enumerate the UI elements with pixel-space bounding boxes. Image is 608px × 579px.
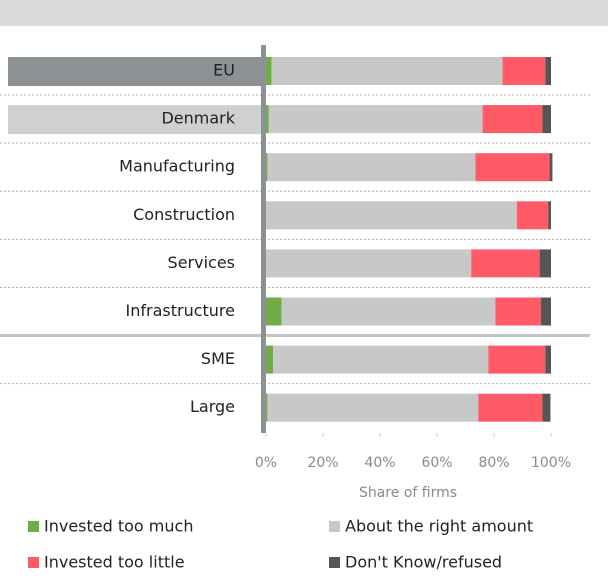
x-tick-label: 60% bbox=[421, 455, 452, 471]
category-label: Manufacturing bbox=[119, 157, 235, 176]
legend-swatch bbox=[28, 557, 39, 568]
bar-segment bbox=[475, 153, 550, 182]
bar-segment bbox=[539, 249, 551, 278]
legend-swatch bbox=[329, 557, 340, 568]
x-axis-label: Share of firms bbox=[359, 485, 457, 501]
bar-segment bbox=[541, 297, 551, 326]
header-banner bbox=[0, 0, 608, 26]
bar-segment bbox=[471, 249, 540, 278]
category-label: Large bbox=[190, 397, 235, 416]
legend-swatch bbox=[28, 521, 39, 532]
legend-label: About the right amount bbox=[345, 517, 533, 536]
legend-swatch bbox=[329, 521, 340, 532]
bar-segment bbox=[548, 201, 551, 230]
bar-segment bbox=[273, 345, 489, 374]
legend-label: Invested too much bbox=[44, 517, 193, 536]
bar-segment bbox=[266, 393, 268, 422]
bar-segment bbox=[549, 153, 553, 182]
x-tick-label: 40% bbox=[364, 455, 395, 471]
bar-segment bbox=[516, 201, 549, 230]
bar-segment bbox=[502, 57, 546, 85]
bar-segment bbox=[495, 297, 542, 326]
bar-segment bbox=[478, 393, 543, 422]
bar-segment bbox=[542, 393, 551, 422]
category-label: EU bbox=[213, 61, 235, 80]
bar-segment bbox=[482, 105, 543, 134]
bar-segment bbox=[545, 57, 551, 85]
bar-segment bbox=[266, 297, 282, 326]
x-tick-label: 0% bbox=[255, 455, 277, 471]
row-highlight bbox=[8, 57, 262, 86]
bar-segment bbox=[488, 345, 546, 374]
category-label: Construction bbox=[133, 205, 235, 224]
bar-segment bbox=[266, 249, 472, 278]
bar-segment bbox=[266, 201, 517, 230]
bar-segment bbox=[545, 345, 551, 374]
category-label: Infrastructure bbox=[126, 301, 235, 320]
bar-segment bbox=[267, 393, 479, 422]
bar-segment bbox=[266, 57, 272, 85]
legend-label: Don't Know/refused bbox=[345, 553, 502, 572]
x-tick-label: 80% bbox=[478, 455, 509, 471]
category-label: Denmark bbox=[161, 109, 235, 128]
category-label: Services bbox=[168, 253, 235, 272]
category-label: SME bbox=[201, 349, 235, 368]
bar-segment bbox=[266, 153, 268, 182]
bar-segment bbox=[266, 345, 274, 374]
bar-segment bbox=[281, 297, 496, 326]
row-highlight bbox=[8, 105, 262, 135]
x-tick-label: 20% bbox=[307, 455, 338, 471]
bar-segment bbox=[266, 105, 269, 134]
y-axis bbox=[261, 45, 266, 433]
bar-segment bbox=[271, 57, 503, 85]
bar-segment bbox=[542, 105, 551, 134]
legend-label: Invested too little bbox=[44, 553, 185, 572]
bar-segment bbox=[268, 105, 483, 134]
bar-segment bbox=[267, 153, 476, 182]
x-tick-label: 100% bbox=[531, 455, 571, 471]
